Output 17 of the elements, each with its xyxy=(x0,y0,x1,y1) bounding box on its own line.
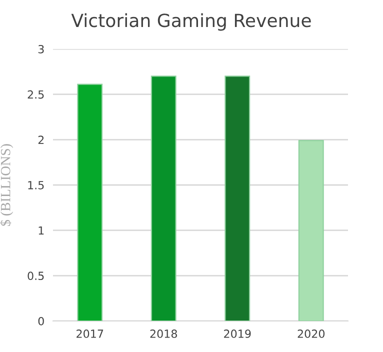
y-tick-label: 2 xyxy=(38,136,44,144)
y-tick-label: 0.5 xyxy=(28,272,44,280)
y-tick-label: 1 xyxy=(38,226,44,235)
bar xyxy=(298,140,324,321)
bar xyxy=(224,76,250,321)
x-tick-label: 2020 xyxy=(298,330,325,338)
x-tick-label: 2017 xyxy=(76,330,104,338)
bar xyxy=(77,84,103,321)
y-tick-label: 0 xyxy=(38,316,44,326)
x-tick-label: 2018 xyxy=(150,330,178,338)
bar xyxy=(150,76,176,321)
y-tick-label: 1.5 xyxy=(28,181,44,190)
chart-title: Victorian Gaming Revenue xyxy=(71,13,311,31)
y-tick-label: 3 xyxy=(38,44,44,54)
x-tick-label: 2019 xyxy=(224,330,251,338)
y-tick-label: 2.5 xyxy=(28,90,44,99)
y-axis-title: $ (BILLIONS) xyxy=(0,144,14,226)
